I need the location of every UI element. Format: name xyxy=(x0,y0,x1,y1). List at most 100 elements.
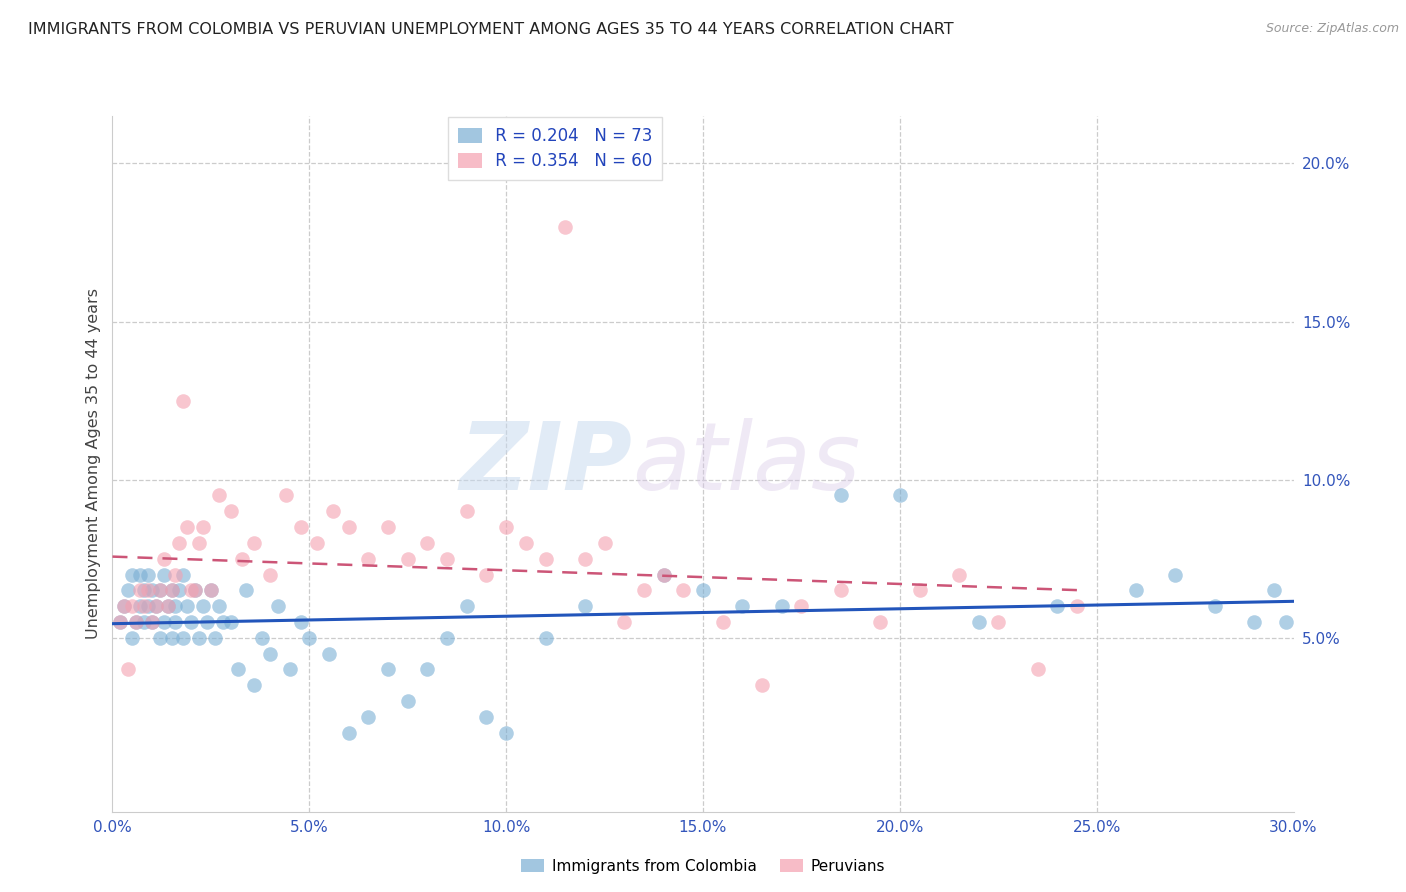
Immigrants from Colombia xyxy=(180,615,202,629)
Immigrants from Colombia xyxy=(967,615,990,629)
Peruvians xyxy=(1066,599,1088,614)
Peruvians xyxy=(110,615,132,629)
Immigrants from Colombia xyxy=(195,615,218,629)
Immigrants from Colombia xyxy=(475,710,498,724)
Peruvians xyxy=(132,599,155,614)
Immigrants from Colombia xyxy=(290,615,312,629)
Immigrants from Colombia xyxy=(357,710,380,724)
Immigrants from Colombia xyxy=(204,631,226,645)
Immigrants from Colombia xyxy=(456,599,478,614)
Peruvians xyxy=(219,504,242,518)
Peruvians xyxy=(416,536,439,550)
Text: IMMIGRANTS FROM COLOMBIA VS PERUVIAN UNEMPLOYMENT AMONG AGES 35 TO 44 YEARS CORR: IMMIGRANTS FROM COLOMBIA VS PERUVIAN UNE… xyxy=(28,22,953,37)
Immigrants from Colombia xyxy=(125,615,148,629)
Peruvians xyxy=(169,536,191,550)
Peruvians xyxy=(322,504,344,518)
Immigrants from Colombia xyxy=(149,583,172,598)
Immigrants from Colombia xyxy=(416,662,439,676)
Peruvians xyxy=(613,615,636,629)
Immigrants from Colombia xyxy=(652,567,675,582)
Immigrants from Colombia xyxy=(250,631,273,645)
Peruvians xyxy=(188,536,211,550)
Peruvians xyxy=(125,615,148,629)
Peruvians xyxy=(436,551,458,566)
Immigrants from Colombia xyxy=(169,583,191,598)
Immigrants from Colombia xyxy=(141,583,163,598)
Immigrants from Colombia xyxy=(830,488,852,502)
Immigrants from Colombia xyxy=(889,488,911,502)
Immigrants from Colombia xyxy=(160,583,183,598)
Peruvians xyxy=(141,615,163,629)
Immigrants from Colombia xyxy=(495,725,517,739)
Peruvians xyxy=(672,583,695,598)
Peruvians xyxy=(987,615,1010,629)
Y-axis label: Unemployment Among Ages 35 to 44 years: Unemployment Among Ages 35 to 44 years xyxy=(86,288,101,640)
Immigrants from Colombia xyxy=(176,599,198,614)
Peruvians xyxy=(152,551,174,566)
Peruvians xyxy=(534,551,557,566)
Peruvians xyxy=(711,615,734,629)
Immigrants from Colombia xyxy=(172,631,194,645)
Peruvians xyxy=(554,219,576,234)
Peruvians xyxy=(377,520,399,534)
Immigrants from Colombia xyxy=(117,583,139,598)
Peruvians xyxy=(337,520,360,534)
Immigrants from Colombia xyxy=(121,567,143,582)
Immigrants from Colombia xyxy=(152,615,174,629)
Immigrants from Colombia xyxy=(396,694,419,708)
Immigrants from Colombia xyxy=(377,662,399,676)
Legend: Immigrants from Colombia, Peruvians: Immigrants from Colombia, Peruvians xyxy=(515,853,891,880)
Immigrants from Colombia xyxy=(1263,583,1285,598)
Legend:  R = 0.204   N = 73,  R = 0.354   N = 60: R = 0.204 N = 73, R = 0.354 N = 60 xyxy=(449,118,662,180)
Immigrants from Colombia xyxy=(1125,583,1147,598)
Peruvians xyxy=(160,583,183,598)
Immigrants from Colombia xyxy=(165,599,187,614)
Immigrants from Colombia xyxy=(149,631,172,645)
Peruvians xyxy=(191,520,214,534)
Peruvians xyxy=(652,567,675,582)
Peruvians xyxy=(495,520,517,534)
Immigrants from Colombia xyxy=(235,583,257,598)
Peruvians xyxy=(290,520,312,534)
Peruvians xyxy=(869,615,891,629)
Peruvians xyxy=(117,662,139,676)
Immigrants from Colombia xyxy=(534,631,557,645)
Peruvians xyxy=(396,551,419,566)
Text: atlas: atlas xyxy=(633,418,860,509)
Immigrants from Colombia xyxy=(160,631,183,645)
Immigrants from Colombia xyxy=(129,567,152,582)
Text: ZIP: ZIP xyxy=(460,417,633,510)
Peruvians xyxy=(145,599,167,614)
Peruvians xyxy=(1026,662,1049,676)
Immigrants from Colombia xyxy=(692,583,714,598)
Peruvians xyxy=(633,583,655,598)
Immigrants from Colombia xyxy=(1164,567,1187,582)
Immigrants from Colombia xyxy=(436,631,458,645)
Immigrants from Colombia xyxy=(298,631,321,645)
Peruvians xyxy=(948,567,970,582)
Immigrants from Colombia xyxy=(152,567,174,582)
Peruvians xyxy=(172,393,194,408)
Peruvians xyxy=(243,536,266,550)
Peruvians xyxy=(515,536,537,550)
Peruvians xyxy=(456,504,478,518)
Immigrants from Colombia xyxy=(574,599,596,614)
Immigrants from Colombia xyxy=(112,599,135,614)
Immigrants from Colombia xyxy=(208,599,231,614)
Immigrants from Colombia xyxy=(141,615,163,629)
Peruvians xyxy=(593,536,616,550)
Immigrants from Colombia xyxy=(191,599,214,614)
Peruvians xyxy=(184,583,207,598)
Peruvians xyxy=(908,583,931,598)
Immigrants from Colombia xyxy=(243,678,266,692)
Peruvians xyxy=(121,599,143,614)
Immigrants from Colombia xyxy=(165,615,187,629)
Peruvians xyxy=(165,567,187,582)
Immigrants from Colombia xyxy=(132,615,155,629)
Peruvians xyxy=(475,567,498,582)
Immigrants from Colombia xyxy=(1046,599,1069,614)
Immigrants from Colombia xyxy=(219,615,242,629)
Peruvians xyxy=(208,488,231,502)
Peruvians xyxy=(259,567,281,582)
Immigrants from Colombia xyxy=(259,647,281,661)
